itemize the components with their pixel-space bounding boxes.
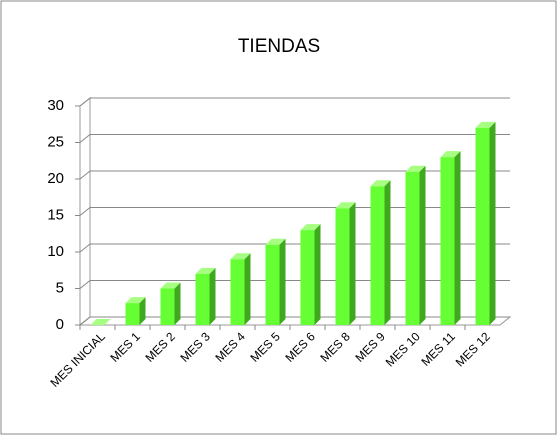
grid-line [79,97,510,107]
bar-top [90,319,111,325]
bar [160,282,181,325]
bar-front [370,186,385,325]
bar [90,319,111,325]
bar-side [454,151,461,325]
bar-front [230,259,245,325]
grid-line [79,243,510,253]
y-tick-label: 30 [47,97,64,114]
y-tick-label: 10 [47,243,64,260]
bar-top [335,202,356,209]
bar-side [279,238,286,325]
bar-top [125,297,146,304]
bar-top [160,282,181,289]
bar-front [195,273,210,325]
bar-front [475,127,490,326]
bar [440,151,461,325]
bar-side [489,121,496,326]
bar-side [139,297,146,325]
bar [370,180,391,325]
bar-front [335,208,350,325]
bar-top [300,224,321,231]
bar-front [160,288,175,325]
bar [300,224,321,325]
bar-front [440,157,455,325]
bar [125,297,146,325]
bar-side [209,267,216,325]
bar-front [300,230,315,325]
bar [195,267,216,325]
bar-side [384,180,391,325]
grid-line [79,207,510,216]
bar [405,165,426,325]
grid-line [79,280,510,289]
bar-front [405,171,420,325]
chart-title: TIENDAS [238,36,320,57]
bar-top [405,165,426,172]
y-tick-label: 25 [47,133,64,150]
bar [335,202,356,325]
bar [265,238,286,325]
bar-side [419,165,426,325]
bar-top [370,180,391,187]
bar-front [265,244,280,325]
bar [230,253,251,325]
bar-side [174,282,181,325]
bar-top [265,238,286,245]
bar-top [195,267,216,274]
bar-side [349,202,356,325]
y-tick-label: 0 [56,316,64,333]
bar-top [440,151,461,158]
y-tick-label: 5 [56,279,64,296]
y-tick-label: 15 [47,206,64,223]
bar-top [475,121,496,128]
bar [475,121,496,326]
grid-line [79,316,510,326]
bar-side [244,253,251,325]
y-tick-label: 20 [47,170,64,187]
grid-line [79,170,510,180]
bar-front [125,303,140,325]
bar-side [314,224,321,325]
grid-line [79,134,510,143]
bar-top [230,253,251,260]
